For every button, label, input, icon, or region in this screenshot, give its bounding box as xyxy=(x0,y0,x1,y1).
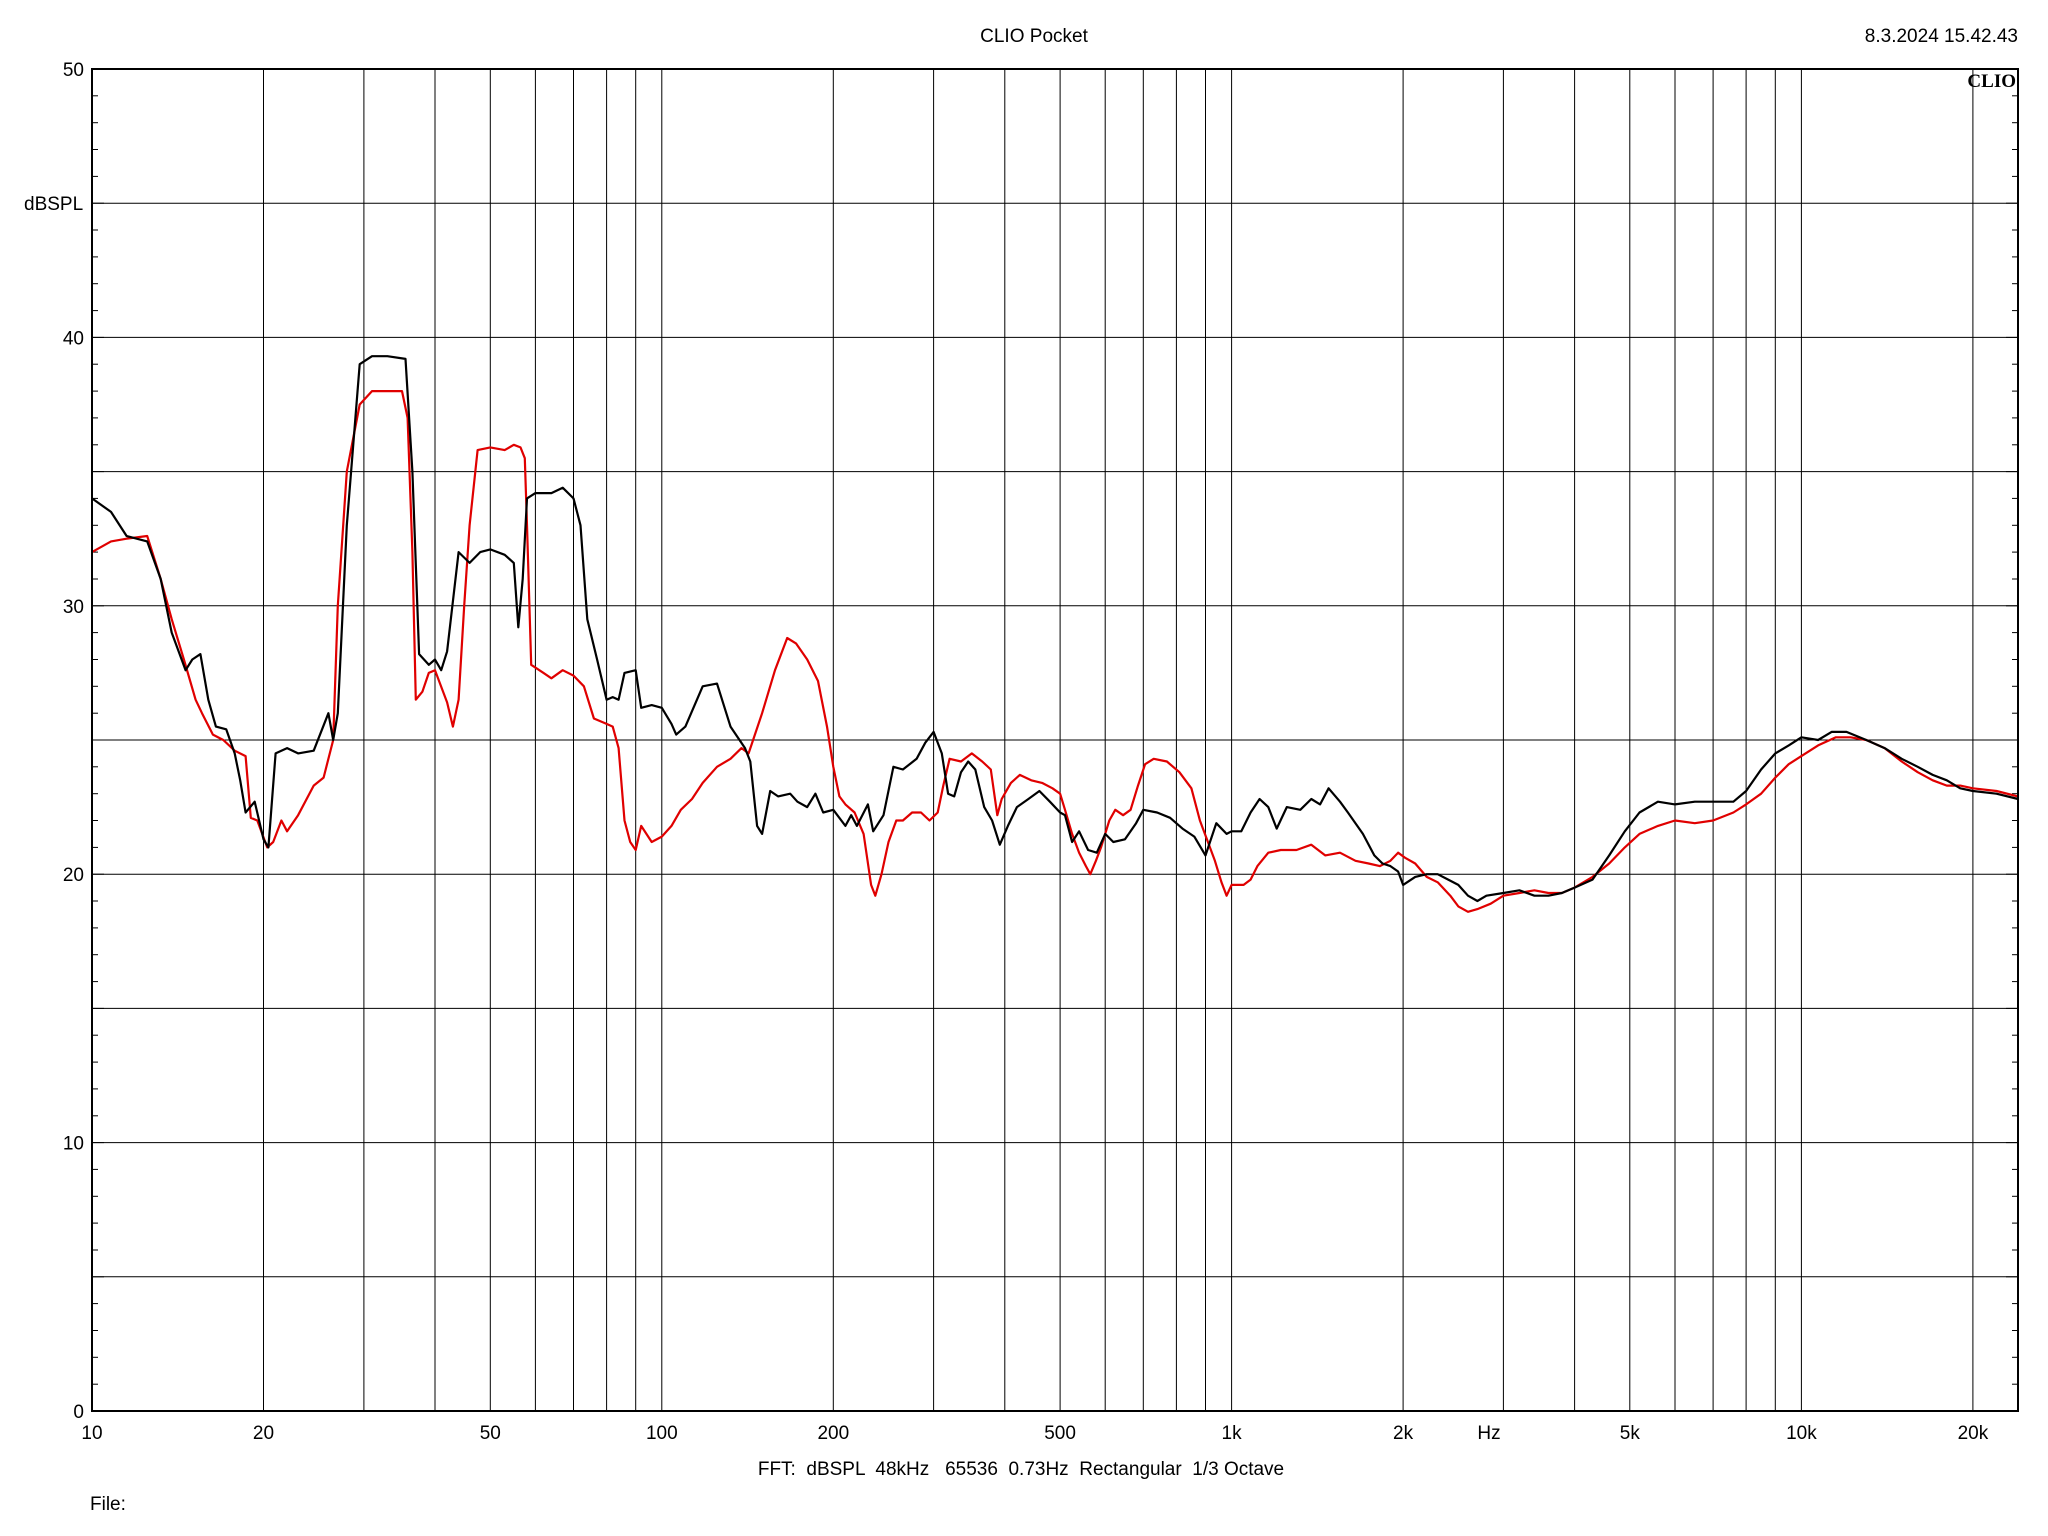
y-tick-label: 50 xyxy=(63,60,84,81)
y-tick-label: 30 xyxy=(63,597,84,618)
x-tick-label: 10k xyxy=(1786,1423,1817,1444)
grid xyxy=(92,68,2018,1412)
x-tick-label: 1k xyxy=(1222,1423,1243,1444)
app-title: CLIO Pocket xyxy=(980,26,1088,47)
y-tick-label: 40 xyxy=(63,328,84,349)
x-tick-label: 20 xyxy=(253,1423,274,1444)
y-tick-labels: 0 10 20 30 40 50 xyxy=(63,60,84,1423)
series-layer xyxy=(91,355,2019,913)
x-tick-label: 200 xyxy=(817,1423,849,1444)
x-axis-label: Hz xyxy=(1477,1423,1500,1444)
y-tick-label: 0 xyxy=(73,1402,84,1423)
clio-logo: CLIO xyxy=(1967,71,2016,92)
x-tick-label: 2k xyxy=(1393,1423,1414,1444)
x-tick-label: 500 xyxy=(1044,1423,1076,1444)
x-tick-labels: 10 20 50 100 200 500 1k 2k 5k 10k 20k xyxy=(81,1423,1988,1444)
timestamp: 8.3.2024 15.42.43 xyxy=(1865,26,2018,47)
x-tick-label: 100 xyxy=(646,1423,678,1444)
x-tick-label: 10 xyxy=(81,1423,102,1444)
fft-settings: FFT: dBSPL 48kHz 65536 0.73Hz Rectangula… xyxy=(758,1459,1284,1480)
series-line-1 xyxy=(91,355,2019,903)
series-line-2 xyxy=(91,390,2019,913)
y-axis-label: dBSPL xyxy=(24,194,83,215)
y-tick-label: 10 xyxy=(63,1134,84,1155)
x-tick-label: 50 xyxy=(480,1423,501,1444)
x-tick-label: 20k xyxy=(1958,1423,1989,1444)
y-tick-label: 20 xyxy=(63,865,84,886)
plot-frame xyxy=(91,68,2019,1412)
x-tick-label: 5k xyxy=(1620,1423,1641,1444)
file-label: File: xyxy=(90,1494,126,1515)
